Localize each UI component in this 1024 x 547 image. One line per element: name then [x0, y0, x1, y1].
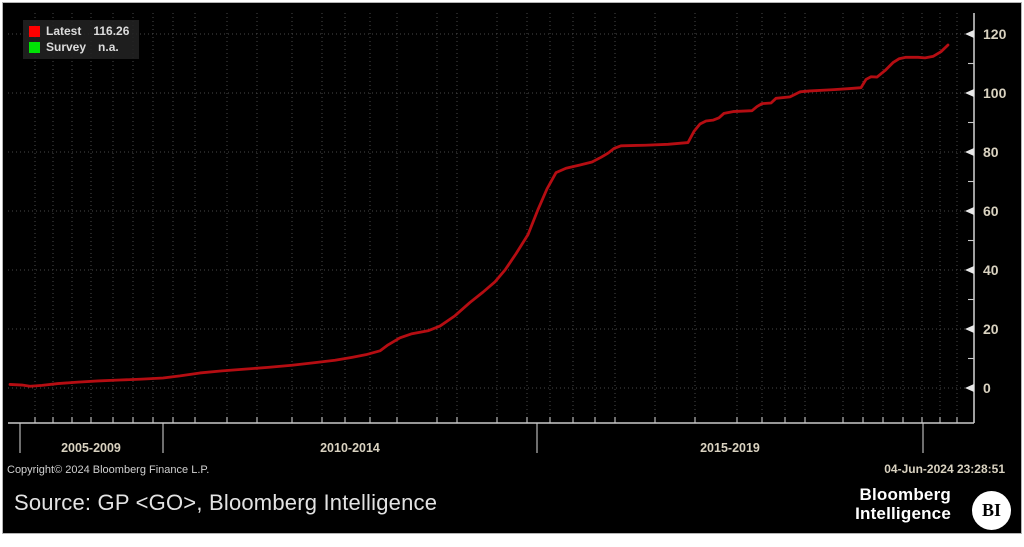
logo-line-bloomberg: Bloomberg — [859, 485, 951, 504]
x-period-label: 2010-2014 — [320, 441, 380, 455]
bloomberg-intelligence-logo: Bloomberg Intelligence — [855, 485, 951, 523]
y-tick-arrow — [965, 325, 974, 333]
chart-canvas: 0 20 40 60 80 100 120 2005-2009 2010-2014 2015-20… — [8, 13, 1007, 455]
y-tick-label: 120 — [983, 26, 1007, 42]
y-tick-label: 80 — [983, 144, 999, 160]
legend-label-latest: Latest — [46, 24, 82, 38]
legend-item-survey: Survey n.a. — [29, 40, 129, 54]
y-tick-arrow — [965, 148, 974, 156]
y-tick-label: 100 — [983, 85, 1007, 101]
legend-value-survey: n.a. — [98, 40, 119, 54]
legend: Latest 116.26 Survey n.a. — [23, 20, 140, 59]
copyright-text: Copyright© 2024 Bloomberg Finance L.P. — [7, 464, 210, 476]
x-period-label: 2005-2009 — [61, 441, 121, 455]
y-tick-arrow — [965, 30, 974, 38]
y-tick-label: 60 — [983, 203, 999, 219]
y-tick-arrow — [965, 89, 974, 97]
source-text: Source: GP <GO>, Bloomberg Intelligence — [14, 490, 438, 515]
y-tick-label: 20 — [983, 321, 999, 337]
x-period-label: 2015-2019 — [700, 441, 760, 455]
y-tick-arrow — [965, 207, 974, 215]
legend-swatch-survey — [29, 41, 40, 53]
bloomberg-chart-widget: 0 20 40 60 80 100 120 2005-2009 2010-2014 2015-20… — [2, 2, 1022, 534]
bi-badge-icon: BI — [972, 491, 1011, 530]
y-tick-arrow — [965, 384, 974, 392]
legend-value-latest: 116.26 — [93, 24, 130, 38]
y-tick-label: 40 — [983, 262, 999, 278]
legend-label-survey: Survey — [46, 40, 87, 54]
legend-item-latest: Latest 116.26 — [29, 24, 129, 38]
timestamp-text: 04-Jun-2024 23:28:51 — [884, 462, 1005, 476]
series-line-latest — [8, 43, 950, 388]
y-tick-label: 0 — [983, 380, 991, 396]
y-tick-arrow — [965, 266, 974, 274]
legend-swatch-latest — [29, 25, 40, 37]
logo-line-intelligence: Intelligence — [855, 504, 951, 524]
